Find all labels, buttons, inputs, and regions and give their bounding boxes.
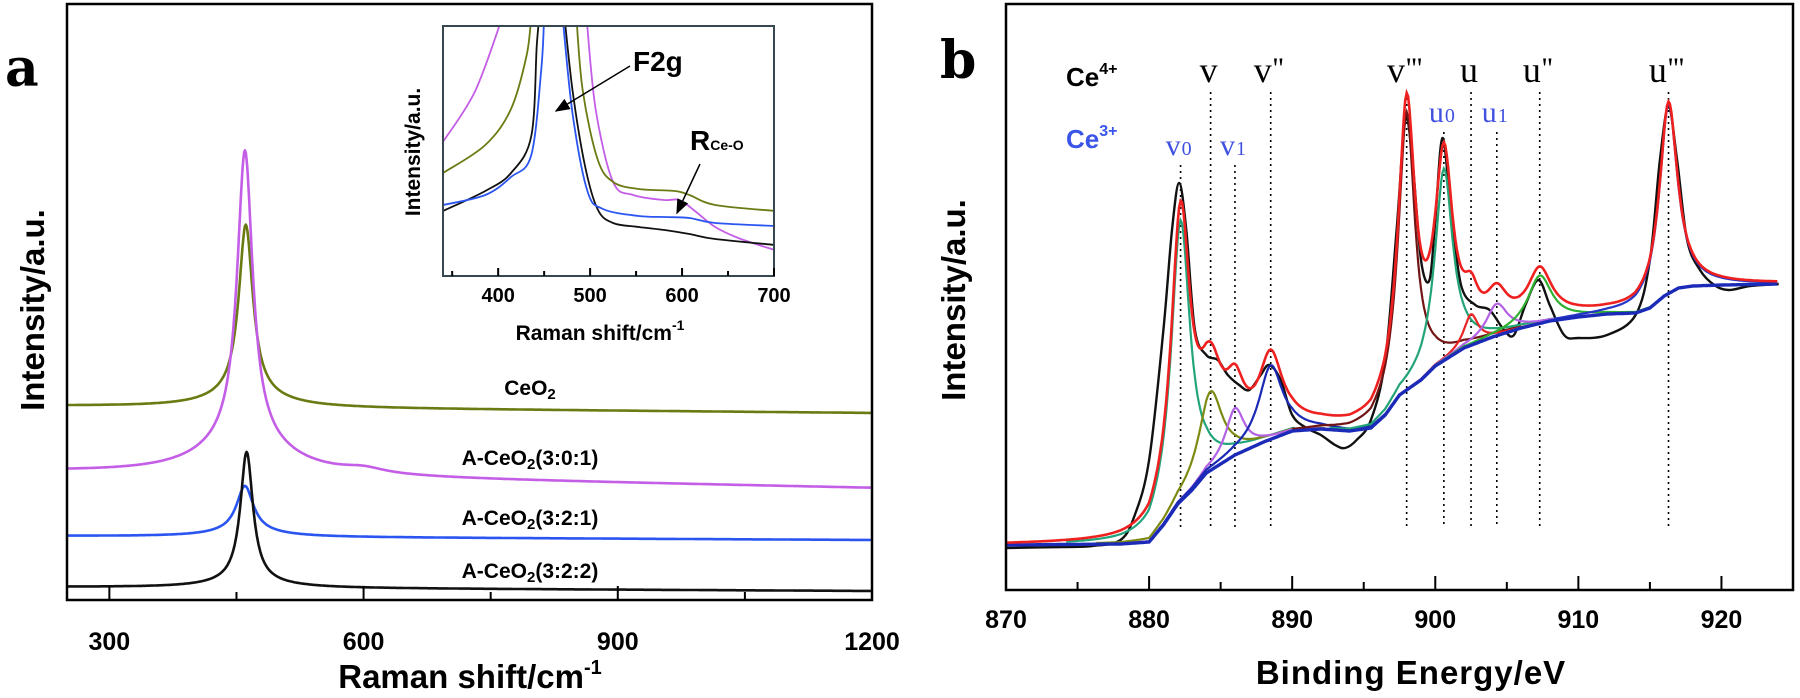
inset-series-line-2-left bbox=[443, 26, 540, 212]
peak-label: v bbox=[1200, 50, 1218, 90]
series-line-3 bbox=[67, 450, 872, 593]
inset-plot-area bbox=[443, 26, 774, 251]
background-line bbox=[1006, 282, 1778, 547]
inset-series-line-3-left bbox=[443, 26, 545, 206]
annotation-rce-o-arrow bbox=[676, 163, 701, 215]
peak-label: v0 bbox=[1166, 129, 1192, 162]
panel-a: a 300 600 900 1200 Raman shift/cm-1 Intensi… bbox=[5, 2, 900, 695]
series-line-0 bbox=[67, 223, 872, 415]
fit-component-5 bbox=[1329, 165, 1559, 430]
panel-b-y-axis-label: Intensity/a.u. bbox=[935, 199, 972, 401]
x-tick-label: 880 bbox=[1128, 606, 1170, 634]
inset-background bbox=[443, 26, 774, 276]
experimental-spectrum bbox=[1006, 105, 1779, 550]
panel-label-a: a bbox=[5, 38, 39, 99]
series-label-ceo2: CeO2 bbox=[504, 377, 556, 403]
inset-y-axis-label: Intensity/a.u. bbox=[402, 88, 425, 216]
x-tick-label: 890 bbox=[1271, 606, 1313, 634]
inset-x-ticks: 400 500 600 700 bbox=[451, 268, 791, 307]
series-line-2 bbox=[67, 484, 872, 542]
series-label-a-ceo2-301: A-CeO2(3:0:1) bbox=[462, 447, 599, 473]
peak-label: u0 bbox=[1429, 96, 1455, 129]
inset-series-line-3-right bbox=[562, 26, 774, 227]
x-tick-label: 910 bbox=[1558, 606, 1600, 634]
x-tick-label: 600 bbox=[665, 285, 698, 307]
peak-label: u''' bbox=[1649, 50, 1684, 90]
peak-label: v1 bbox=[1220, 129, 1246, 162]
inset-series-line-1-left bbox=[443, 26, 532, 174]
peak-label: u bbox=[1460, 50, 1478, 90]
series-line-1 bbox=[67, 149, 872, 489]
panel-a-x-ticks: 300 600 900 1200 bbox=[89, 586, 900, 656]
x-tick-label: 1200 bbox=[844, 628, 900, 656]
inset-frame bbox=[442, 25, 775, 277]
panel-a-y-axis-label: Intensity/a.u. bbox=[14, 209, 51, 411]
panel-b-plot-area bbox=[1006, 88, 1779, 550]
x-tick-label: 900 bbox=[597, 628, 639, 656]
x-tick-label: 870 bbox=[985, 606, 1027, 634]
panel-label-b: b bbox=[940, 30, 976, 91]
x-tick-label: 920 bbox=[1701, 606, 1743, 634]
peak-label: v''' bbox=[1387, 50, 1422, 90]
panel-a-plot-area bbox=[67, 149, 872, 593]
x-tick-label: 300 bbox=[89, 628, 131, 656]
x-tick-label: 700 bbox=[757, 285, 790, 307]
x-tick-label: 500 bbox=[573, 285, 606, 307]
series-label-a-ceo2-322: A-CeO2(3:2:2) bbox=[462, 560, 599, 586]
inset-series-line-2-right bbox=[564, 26, 774, 246]
series-label-a-ceo2-321: A-CeO2(3:2:1) bbox=[462, 507, 599, 533]
x-tick-label: 600 bbox=[343, 628, 385, 656]
panel-b-frame bbox=[1004, 2, 1795, 592]
legend-ce3: Ce3+ bbox=[1066, 123, 1118, 154]
panel-a-series-labels: CeO2 A-CeO2(3:0:1) A-CeO2(3:2:1) A-CeO2(… bbox=[462, 377, 599, 586]
legend-ce4: Ce4+ bbox=[1066, 61, 1118, 92]
inset-series-line-0-left bbox=[443, 26, 501, 142]
panel-a-frame bbox=[65, 2, 874, 602]
panel-a-x-axis-label: Raman shift/cm-1 bbox=[338, 657, 602, 695]
envelope-fit bbox=[1006, 88, 1778, 544]
inset: 400 500 600 700 Raman shift/cm-1 Intensity/… bbox=[402, 25, 791, 345]
fit-component-4 bbox=[1292, 107, 1522, 430]
inset-series-line-0-right bbox=[586, 26, 774, 251]
panel-b-x-axis-label: Binding Energy/eV bbox=[1256, 654, 1566, 691]
annotation-f2g-arrow bbox=[554, 65, 631, 112]
peak-label: u'' bbox=[1523, 50, 1553, 90]
panel-b-x-ticks: 870 880 890 900 910 920 bbox=[985, 576, 1742, 634]
inset-x-axis-label: Raman shift/cm-1 bbox=[516, 317, 685, 345]
peak-label: u1 bbox=[1482, 96, 1508, 129]
x-tick-label: 900 bbox=[1414, 606, 1456, 634]
peak-label: v'' bbox=[1254, 50, 1284, 90]
inset-series-line-1-right bbox=[576, 26, 774, 212]
x-tick-label: 400 bbox=[481, 285, 514, 307]
annotation-rce-o: RCe-O bbox=[690, 125, 744, 156]
annotation-f2g: F2g bbox=[633, 46, 683, 77]
